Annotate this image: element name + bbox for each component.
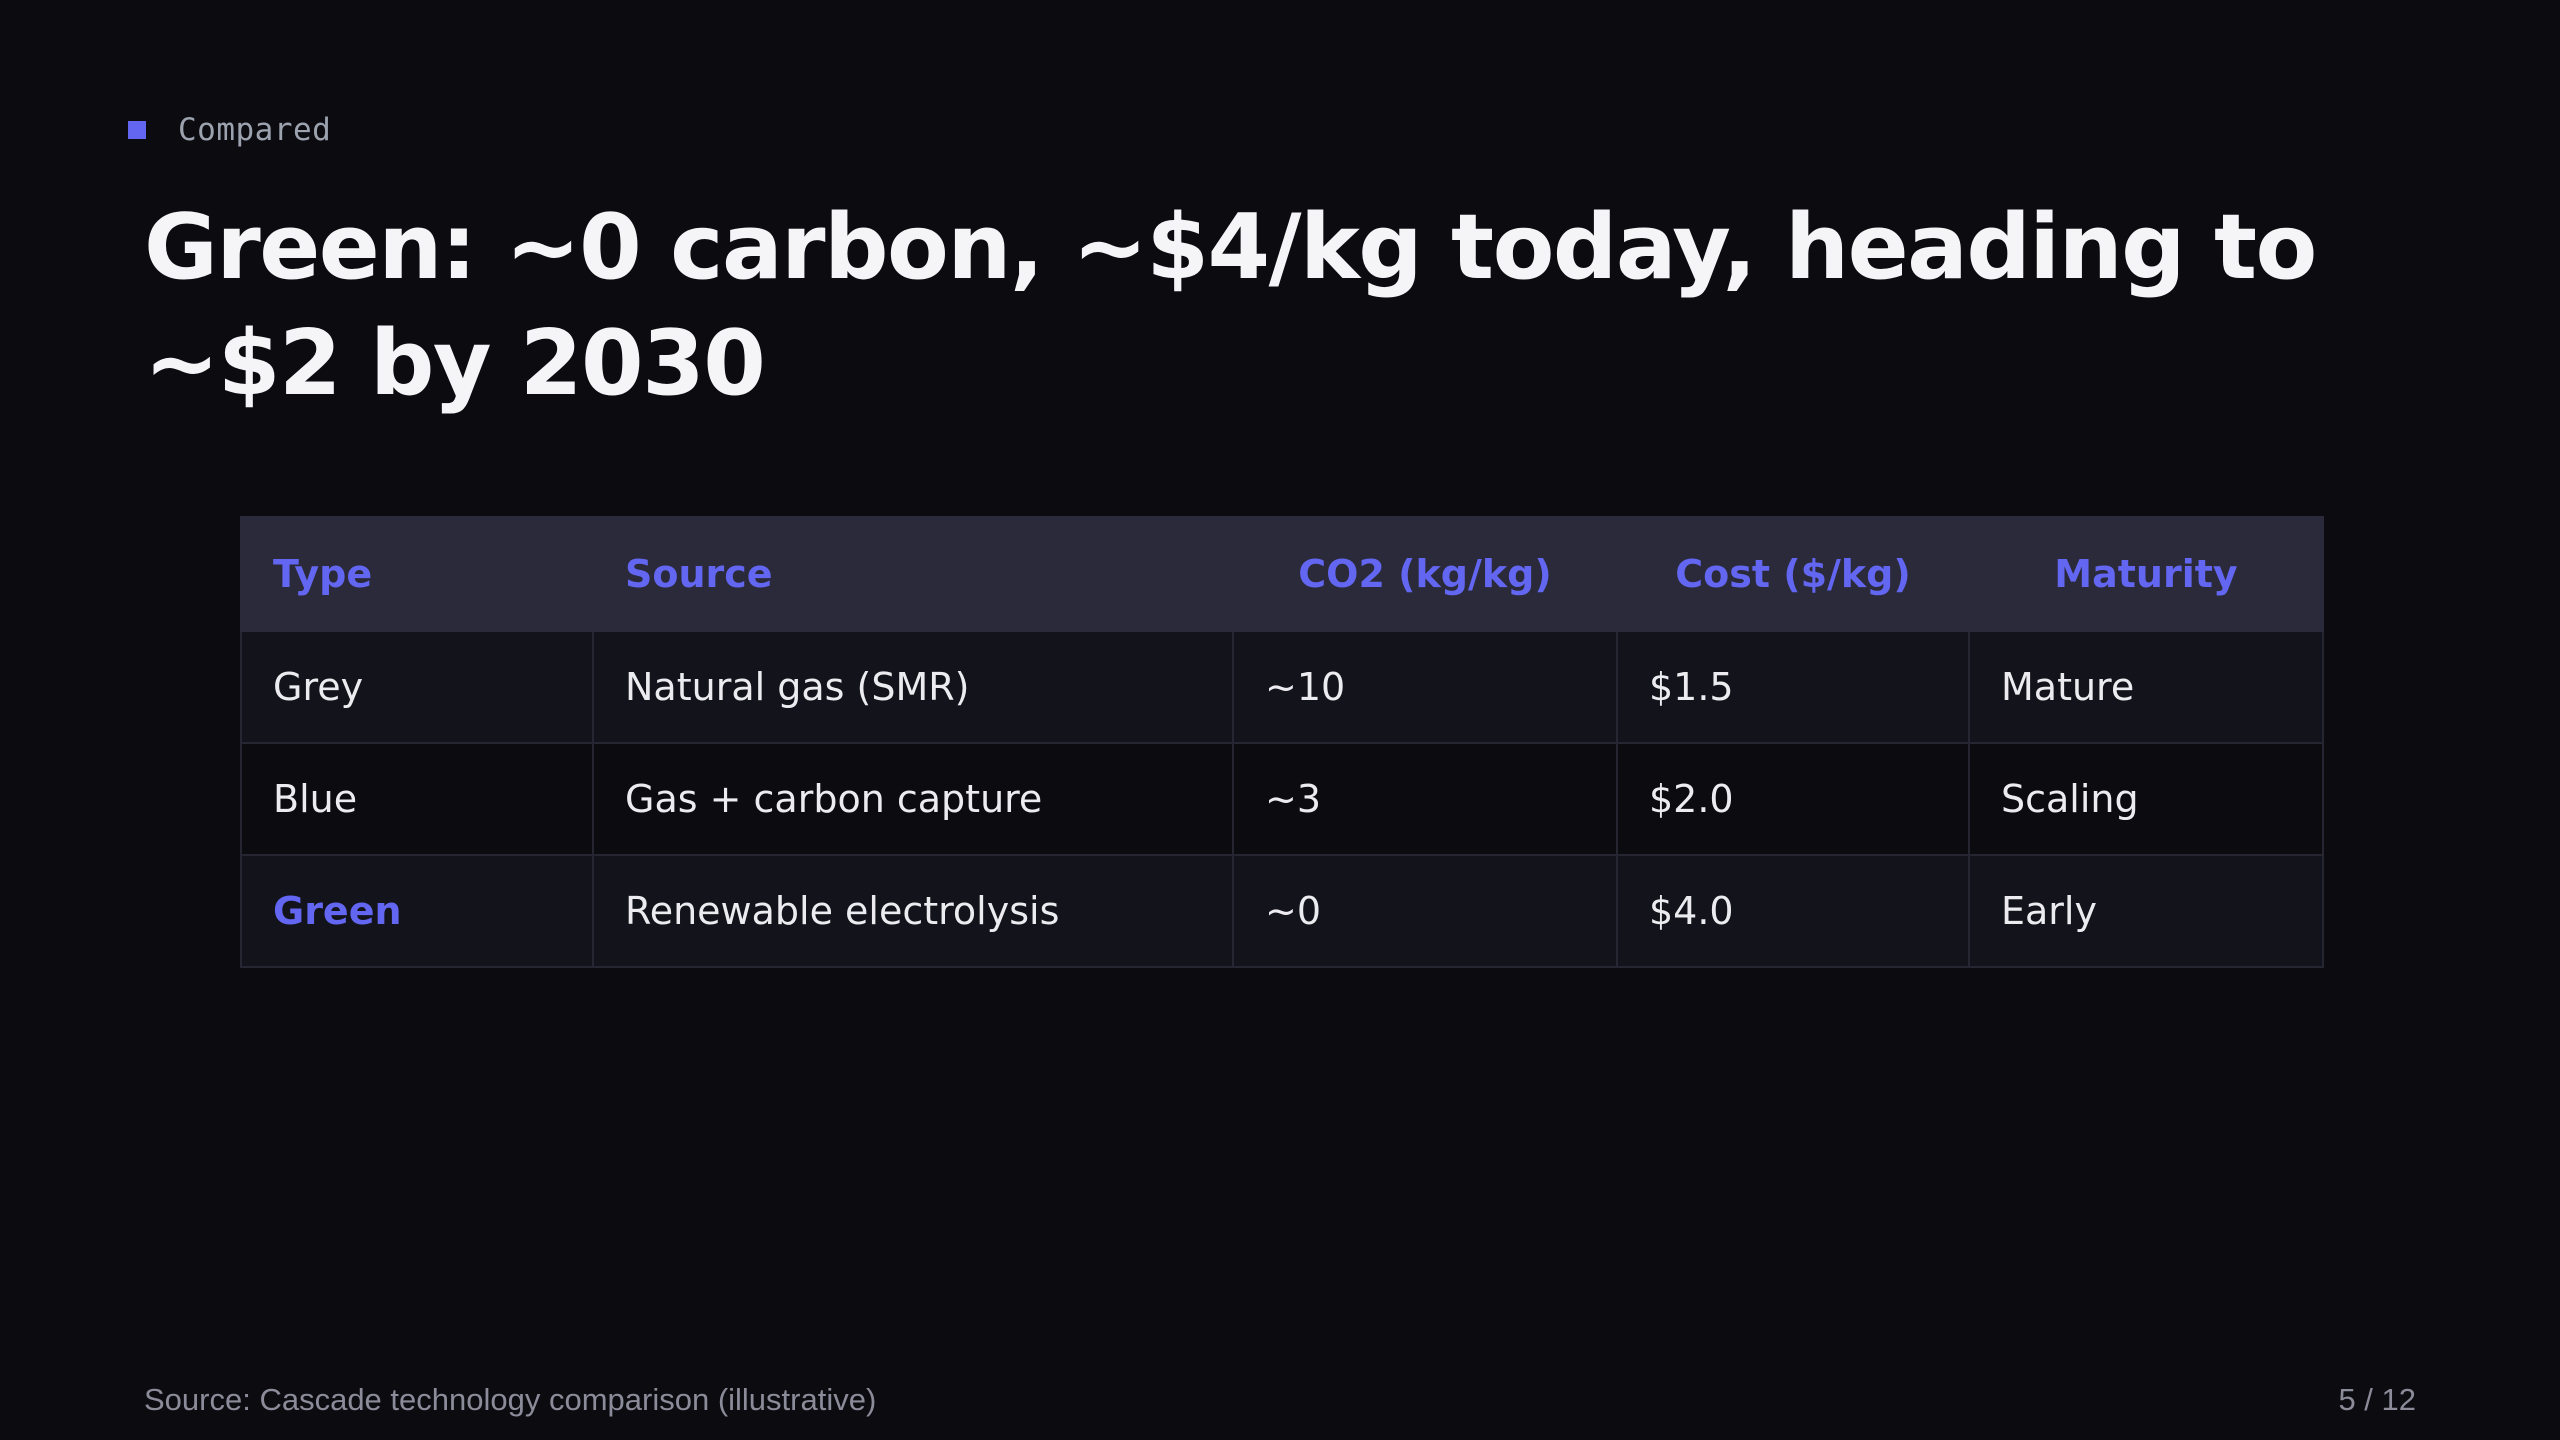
- table-row-highlighted: Green Renewable electrolysis ~0 $4.0 Ear…: [240, 854, 2324, 968]
- kicker-square-icon: [128, 121, 146, 139]
- cell-source: Renewable electrolysis: [592, 854, 1234, 968]
- cell-type-highlighted: Green: [240, 854, 594, 968]
- slide-title: Green: ~0 carbon, ~$4/kg today, heading …: [144, 195, 2317, 416]
- cell-maturity: Scaling: [1968, 742, 2324, 856]
- column-header-source: Source: [592, 516, 1234, 632]
- column-header-type: Type: [240, 516, 594, 632]
- cell-type: Blue: [240, 742, 594, 856]
- table-header-row: Type Source CO2 (kg/kg) Cost ($/kg) Matu…: [240, 516, 2324, 632]
- comparison-table-container: Type Source CO2 (kg/kg) Cost ($/kg) Matu…: [240, 516, 2324, 968]
- column-header-co2: CO2 (kg/kg): [1232, 516, 1618, 632]
- cell-source: Gas + carbon capture: [592, 742, 1234, 856]
- cell-co2: ~0: [1232, 854, 1618, 968]
- cell-cost: $2.0: [1616, 742, 1970, 856]
- comparison-table: Type Source CO2 (kg/kg) Cost ($/kg) Matu…: [240, 516, 2324, 968]
- column-header-cost: Cost ($/kg): [1616, 516, 1970, 632]
- table-row: Blue Gas + carbon capture ~3 $2.0 Scalin…: [240, 742, 2324, 856]
- cell-cost: $1.5: [1616, 630, 1970, 744]
- cell-co2: ~10: [1232, 630, 1618, 744]
- cell-maturity: Mature: [1968, 630, 2324, 744]
- column-header-maturity: Maturity: [1968, 516, 2324, 632]
- section-kicker: Compared: [128, 108, 331, 152]
- table-row: Grey Natural gas (SMR) ~10 $1.5 Mature: [240, 630, 2324, 744]
- page-number: 5 / 12: [2338, 1382, 2416, 1417]
- cell-source: Natural gas (SMR): [592, 630, 1234, 744]
- cell-type: Grey: [240, 630, 594, 744]
- cell-cost: $4.0: [1616, 854, 1970, 968]
- source-note: Source: Cascade technology comparison (i…: [144, 1382, 877, 1417]
- cell-maturity: Early: [1968, 854, 2324, 968]
- kicker-label: Compared: [178, 112, 332, 148]
- cell-co2: ~3: [1232, 742, 1618, 856]
